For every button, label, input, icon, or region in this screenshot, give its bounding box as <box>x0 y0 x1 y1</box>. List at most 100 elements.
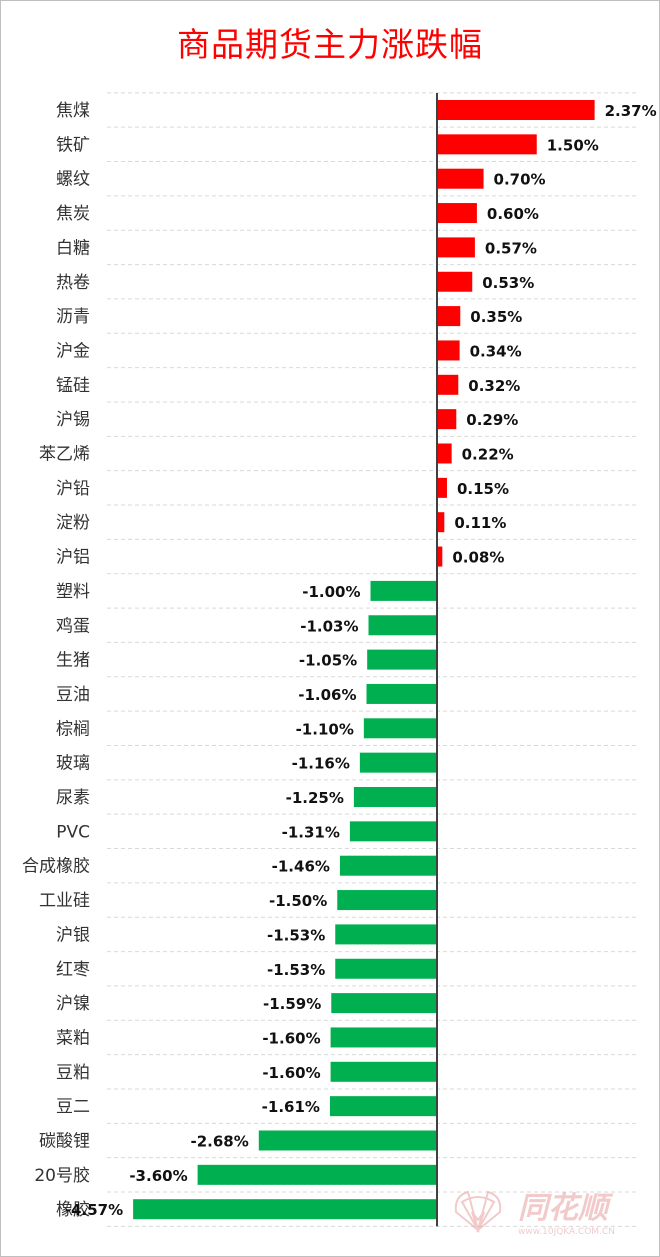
value-label: -1.06% <box>298 686 356 704</box>
value-label: 0.35% <box>470 308 522 326</box>
category-label: 20号胶 <box>34 1166 90 1186</box>
value-labels: 2.37% 1.50%0.70% 0.60% 0.57% 0.53% 0.35% 0.34%… <box>65 102 657 1219</box>
bar <box>258 1130 437 1151</box>
value-label: -1.05% <box>299 652 357 670</box>
value-label: -1.00% <box>302 583 360 601</box>
bar <box>437 512 445 533</box>
value-label: 0.15% <box>457 480 509 498</box>
category-label: 豆油 <box>56 685 90 705</box>
category-label: 苯乙烯 <box>39 445 90 465</box>
flower-logo-icon <box>454 1190 502 1234</box>
category-label: 工业硅 <box>39 891 90 911</box>
value-label: 2.37% <box>605 102 657 120</box>
category-label: 沪铝 <box>56 548 90 568</box>
bar <box>437 271 473 292</box>
value-label: 0.53% <box>482 274 534 292</box>
bar <box>437 100 595 120</box>
value-label: -1.61% <box>262 1098 320 1116</box>
bar <box>359 752 437 773</box>
category-label: 螺纹 <box>56 170 90 190</box>
category-label: 碳酸锂 <box>39 1132 90 1152</box>
bar <box>437 546 443 567</box>
value-label: -1.60% <box>262 1064 320 1082</box>
bar <box>437 306 461 327</box>
category-label: 焦煤 <box>56 101 90 121</box>
bar <box>335 958 437 979</box>
bar <box>366 683 437 704</box>
value-label: 0.32% <box>468 377 520 395</box>
bar <box>367 649 437 670</box>
category-label: 豆粕 <box>56 1063 90 1083</box>
bar <box>437 134 537 155</box>
bar <box>437 374 459 395</box>
value-label: 0.29% <box>466 411 518 429</box>
value-label: -1.53% <box>267 961 325 979</box>
value-label: -1.16% <box>292 755 350 773</box>
category-label: 菜粕 <box>56 1028 90 1048</box>
watermark: 同花顺 www.10JQKA.COM.CN <box>454 1190 615 1237</box>
category-label: 豆二 <box>56 1097 90 1117</box>
bar <box>437 477 447 498</box>
category-label: 鸡蛋 <box>56 616 90 636</box>
value-label: 0.22% <box>462 446 514 464</box>
bar <box>437 237 475 258</box>
category-labels: 焦煤铁矿螺纹焦炭白糖热卷沥青沪金锰硅沪锡苯乙烯沪铅淀粉沪铝塑料鸡蛋生猪豆油棕榈玻… <box>22 101 90 1220</box>
bar <box>368 615 437 636</box>
category-label: 红枣 <box>56 960 90 980</box>
value-label: 0.11% <box>454 514 506 532</box>
value-label: -2.68% <box>191 1133 249 1151</box>
value-label: -1.46% <box>272 858 330 876</box>
category-label: 锰硅 <box>56 376 90 396</box>
value-label: -1.59% <box>263 995 321 1013</box>
bar <box>339 855 437 876</box>
bar <box>437 340 460 361</box>
category-label: 沪金 <box>56 341 90 361</box>
value-label: -1.60% <box>262 1029 320 1047</box>
category-label: 尿素 <box>56 788 90 808</box>
value-label: -4.57% <box>65 1201 123 1219</box>
category-label: 橡胶 <box>56 1200 90 1220</box>
category-label: 焦炭 <box>56 204 90 224</box>
bar <box>197 1164 437 1185</box>
category-label: PVC <box>56 822 90 842</box>
category-label: 热卷 <box>56 273 90 293</box>
category-label: 合成橡胶 <box>22 857 90 877</box>
bar <box>349 821 437 842</box>
category-label: 玻璃 <box>56 754 90 774</box>
category-label: 沥青 <box>56 307 90 327</box>
value-label: -1.10% <box>296 720 354 738</box>
value-label: 0.34% <box>470 342 522 360</box>
category-label: 沪铅 <box>56 479 90 499</box>
bar <box>330 1061 437 1082</box>
bar <box>437 203 477 224</box>
value-label: 1.50% <box>547 136 599 154</box>
value-label: -1.53% <box>267 926 325 944</box>
category-label: 淀粉 <box>56 513 90 533</box>
bar <box>363 718 437 739</box>
value-label: -1.31% <box>282 823 340 841</box>
category-label: 白糖 <box>56 238 90 258</box>
watermark-site: www.10JQKA.COM.CN <box>518 1227 615 1237</box>
value-label: 0.60% <box>487 205 539 223</box>
category-label: 生猪 <box>56 651 90 671</box>
category-label: 铁矿 <box>56 135 90 155</box>
bar <box>133 1199 437 1220</box>
bar <box>330 1027 437 1048</box>
bar <box>437 168 484 189</box>
bar <box>329 1096 437 1117</box>
bar <box>337 890 437 911</box>
bar <box>370 580 437 601</box>
category-label: 沪银 <box>56 925 90 945</box>
bar <box>335 924 437 945</box>
value-label: -1.25% <box>286 789 344 807</box>
bar <box>437 443 452 464</box>
bar <box>437 409 457 430</box>
value-label: 0.57% <box>485 239 537 257</box>
category-label: 沪锡 <box>56 410 90 430</box>
value-label: 0.08% <box>452 549 504 567</box>
category-label: 棕榈 <box>56 719 90 739</box>
value-label: -1.03% <box>300 617 358 635</box>
value-label: -1.50% <box>269 892 327 910</box>
category-label: 塑料 <box>56 582 90 602</box>
